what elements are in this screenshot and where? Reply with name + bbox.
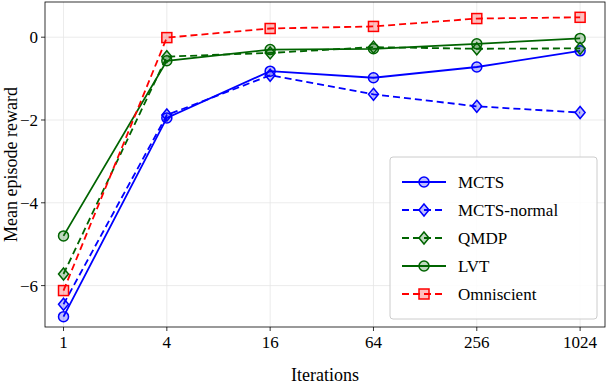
- marker: [162, 56, 172, 66]
- legend-label: LVT: [458, 257, 490, 276]
- marker: [162, 109, 172, 121]
- grid-line: [45, 37, 605, 38]
- legend: MCTS MCTS-normal QMDP LVT Omniscient: [390, 157, 597, 319]
- marker: [575, 12, 585, 22]
- marker: [265, 23, 275, 33]
- marker: [368, 21, 378, 31]
- marker: [472, 39, 482, 49]
- tick-label: −4: [20, 194, 39, 213]
- tick: [580, 327, 581, 331]
- marker: [472, 100, 482, 112]
- marker: [472, 14, 482, 24]
- marker: [265, 45, 275, 55]
- tick: [476, 327, 477, 331]
- tick: [373, 327, 374, 331]
- marker: [575, 33, 585, 43]
- tick: [41, 119, 45, 120]
- tick: [63, 327, 64, 331]
- legend-label: MCTS-normal: [458, 201, 558, 220]
- marker: [368, 41, 378, 53]
- axis-label: Iterations: [291, 365, 359, 384]
- marker: [368, 73, 378, 83]
- tick-label: 16: [262, 333, 279, 352]
- marker: [368, 44, 378, 54]
- tick-label: 64: [365, 333, 383, 352]
- tick: [41, 202, 45, 203]
- legend-label: MCTS: [458, 173, 504, 192]
- tick-label: 1: [59, 333, 68, 352]
- legend-label: Omniscient: [458, 285, 537, 304]
- tick-label: 256: [464, 333, 490, 352]
- series-line: [64, 38, 581, 235]
- axis-label: Mean episode reward: [1, 87, 21, 242]
- marker: [59, 286, 69, 296]
- grid-line: [45, 119, 605, 120]
- legend-marker: [419, 261, 429, 271]
- marker: [472, 62, 482, 72]
- chart: −6 −4 −2 0 1 4 16 64 256 1024 Iterations Mean episo…: [0, 0, 608, 384]
- legend-box: [390, 157, 597, 319]
- marker: [368, 88, 378, 100]
- marker: [59, 231, 69, 241]
- tick-label: 1024: [563, 333, 598, 352]
- legend-marker: [419, 204, 429, 216]
- marker: [59, 298, 69, 310]
- marker: [59, 268, 69, 280]
- tick: [270, 327, 271, 331]
- tick-label: −6: [20, 277, 38, 296]
- legend-marker: [419, 289, 429, 299]
- marker: [575, 107, 585, 119]
- tick-label: 0: [30, 28, 39, 47]
- marker: [59, 312, 69, 322]
- legend-marker: [419, 232, 429, 244]
- tick-label: 4: [163, 333, 172, 352]
- plot-frame: [45, 2, 605, 327]
- tick: [166, 327, 167, 331]
- tick: [41, 285, 45, 286]
- tick-label: −2: [20, 111, 38, 130]
- tick: [41, 37, 45, 38]
- legend-marker: [419, 177, 429, 187]
- marker: [265, 69, 275, 81]
- legend-label: QMDP: [458, 229, 507, 248]
- marker: [162, 33, 172, 43]
